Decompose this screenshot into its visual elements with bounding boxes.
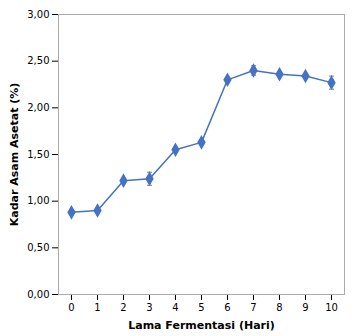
svg-text:3,00: 3,00 bbox=[27, 9, 49, 20]
svg-text:3: 3 bbox=[146, 302, 152, 313]
svg-text:8: 8 bbox=[276, 302, 282, 313]
svg-text:5: 5 bbox=[198, 302, 204, 313]
svg-text:Kadar Asam Asetat (%): Kadar Asam Asetat (%) bbox=[8, 83, 21, 227]
svg-text:6: 6 bbox=[224, 302, 230, 313]
svg-text:1,50: 1,50 bbox=[27, 149, 49, 160]
svg-text:2,00: 2,00 bbox=[27, 102, 49, 113]
svg-text:2: 2 bbox=[120, 302, 126, 313]
svg-text:9: 9 bbox=[302, 302, 308, 313]
svg-text:Lama Fermentasi (Hari): Lama Fermentasi (Hari) bbox=[128, 319, 275, 332]
svg-text:1: 1 bbox=[94, 302, 100, 313]
svg-text:7: 7 bbox=[250, 302, 256, 313]
svg-text:0,00: 0,00 bbox=[27, 289, 49, 300]
svg-text:1,00: 1,00 bbox=[27, 195, 49, 206]
svg-text:10: 10 bbox=[325, 302, 338, 313]
svg-text:0,50: 0,50 bbox=[27, 242, 49, 253]
svg-text:2,50: 2,50 bbox=[27, 55, 49, 66]
svg-text:0: 0 bbox=[68, 302, 74, 313]
svg-text:4: 4 bbox=[172, 302, 178, 313]
